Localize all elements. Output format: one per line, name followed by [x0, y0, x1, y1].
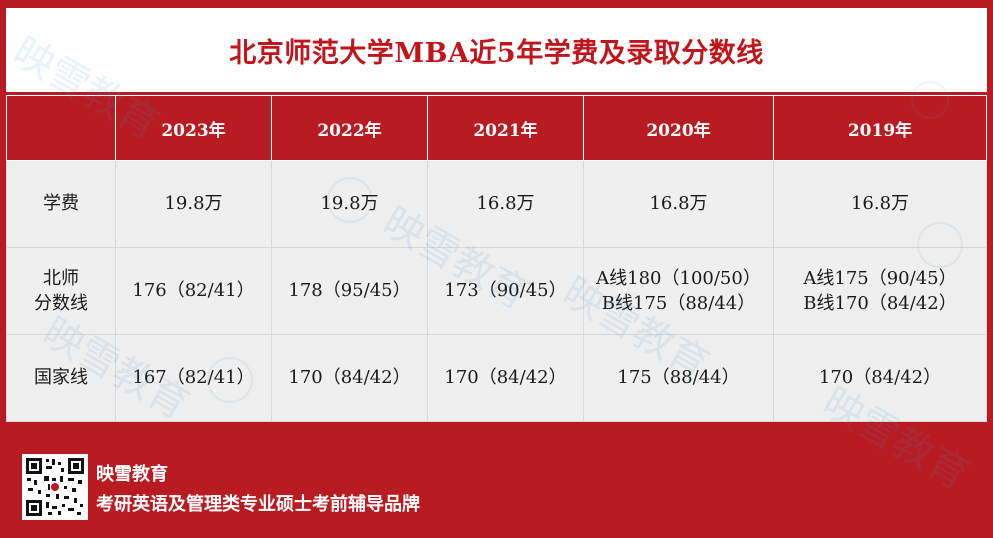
- title-bar: 北京师范大学MBA近5年学费及录取分数线: [6, 8, 987, 92]
- table-cell: 178（95/45）: [271, 247, 428, 335]
- row-label-tuition: 学费: [6, 160, 116, 248]
- header-year-2022: 2022年: [271, 95, 428, 161]
- fee-score-table: 2023年 2022年 2021年 2020年 2019年 学费 19.8万 1…: [6, 95, 987, 422]
- table-row-tuition: 学费 19.8万 19.8万 16.8万 16.8万 16.8万: [6, 160, 987, 248]
- table-cell: A线175（90/45） B线170（84/42）: [773, 247, 987, 335]
- table-cell: 170（84/42）: [427, 334, 584, 422]
- table-header-row: 2023年 2022年 2021年 2020年 2019年: [6, 95, 987, 161]
- table-cell: 173（90/45）: [427, 247, 584, 335]
- table-cell: 16.8万: [427, 160, 584, 248]
- brand-name: 映雪教育: [96, 464, 168, 485]
- table-cell: 175（88/44）: [583, 334, 774, 422]
- table-row-bnu-score: 北师 分数线 176（82/41） 178（95/45） 173（90/45） …: [6, 247, 987, 335]
- row-label-national-line: 国家线: [6, 334, 116, 422]
- row-label-bnu-score: 北师 分数线: [6, 247, 116, 335]
- table-cell: 19.8万: [271, 160, 428, 248]
- table-cell: A线180（100/50） B线175（88/44）: [583, 247, 774, 335]
- table-cell: 170（84/42）: [773, 334, 987, 422]
- table-cell: 170（84/42）: [271, 334, 428, 422]
- table-cell: 16.8万: [583, 160, 774, 248]
- table-cell: 16.8万: [773, 160, 987, 248]
- brand-slogan: 考研英语及管理类专业硕士考前辅导品牌: [96, 494, 420, 515]
- table-cell: 19.8万: [115, 160, 272, 248]
- page-title: 北京师范大学MBA近5年学费及录取分数线: [229, 37, 764, 69]
- table-cell: 176（82/41）: [115, 247, 272, 335]
- header-year-2021: 2021年: [427, 95, 584, 161]
- header-year-2019: 2019年: [773, 95, 987, 161]
- footer-banner: 映雪教育 考研英语及管理类专业硕士考前辅导品牌: [0, 440, 993, 538]
- header-corner: [6, 95, 116, 161]
- header-year-2023: 2023年: [115, 95, 272, 161]
- qr-code-icon: [22, 454, 88, 520]
- table-row-national-line: 国家线 167（82/41） 170（84/42） 170（84/42） 175…: [6, 334, 987, 422]
- table-cell: 167（82/41）: [115, 334, 272, 422]
- header-year-2020: 2020年: [583, 95, 774, 161]
